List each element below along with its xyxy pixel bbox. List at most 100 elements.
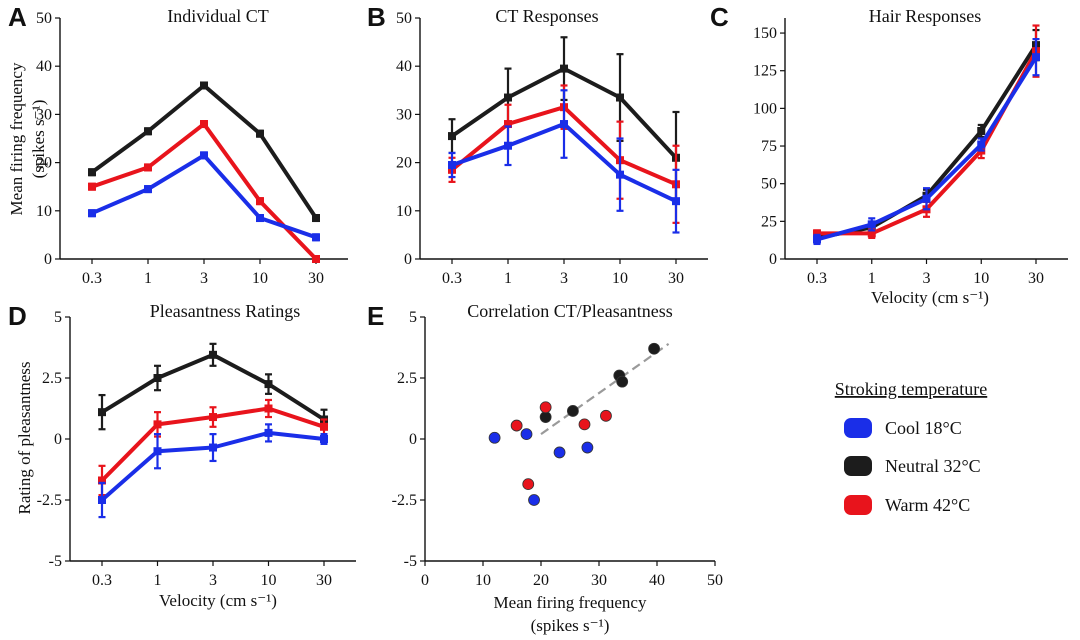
panel-b-series-cool-point	[504, 141, 512, 150]
panel-d-series-cool	[98, 423, 328, 519]
panel-d-series-neutral-point	[153, 374, 162, 382]
legend-swatch-neutral	[844, 456, 872, 476]
panel-b-series-neutral-point	[504, 93, 512, 102]
panel-d-xtick-label: 1	[154, 572, 162, 589]
panel-e-xtick-label: 30	[591, 572, 607, 589]
panel-a-series-neutral-point	[144, 127, 152, 136]
panel-d-ytick-label: 5	[54, 309, 62, 326]
panel-e-xtick-label: 10	[475, 572, 491, 589]
legend-swatch-warm	[844, 495, 872, 515]
panel-d-title: Pleasantness Ratings	[150, 301, 301, 321]
panel-c-ytick-label: 150	[753, 25, 777, 42]
panel-b: 0 10 20 30 40 50 0.3 1 3 10 30	[396, 10, 708, 287]
panel-d-xtick-label: 0.3	[92, 572, 112, 589]
panel-d-ytick-label: -5	[49, 553, 62, 570]
panel-c-series-cool-point	[1032, 53, 1040, 62]
panel-letter-e: E	[367, 301, 384, 331]
legend-title: Stroking temperature	[835, 379, 987, 399]
panel-letter-b: B	[367, 2, 386, 32]
panel-d: -5 -2.5 0 2.5 5 0.3 1 3 10 30	[37, 309, 356, 589]
panel-d-ylabel: Rating of pleasantness	[15, 362, 34, 515]
panel-c-series-cool-point	[922, 194, 931, 203]
panel-c-xtick-label: 30	[1028, 270, 1044, 287]
panel-a-series-warm	[88, 120, 320, 263]
panel-c-ytick-label: 25	[761, 213, 777, 230]
panel-c-series-neutral-point	[977, 126, 986, 135]
panel-a-xtick-label: 3	[200, 270, 208, 287]
panel-d-series-warm-point	[264, 404, 273, 413]
panel-e-series-neutral-point	[648, 342, 660, 355]
panel-d-xtick-label: 30	[316, 572, 332, 589]
panel-b-xtick-label: 0.3	[442, 270, 462, 287]
panel-d-series-cool-point	[153, 447, 162, 456]
panel-e-title: Correlation CT/Pleasantness	[467, 301, 672, 321]
panel-c-ytick-label: 75	[761, 138, 777, 155]
panel-a-xtick-label: 10	[252, 270, 268, 287]
panel-letter-a: A	[8, 2, 27, 32]
panel-d-series-warm-point	[320, 422, 328, 431]
panel-a-series-warm-point	[312, 255, 320, 263]
panel-b-ytick-label: 0	[404, 251, 412, 268]
panel-a-series-cool-point	[88, 209, 96, 218]
panel-b-title: CT Responses	[495, 6, 598, 26]
panel-c-ytick-label: 50	[761, 176, 777, 193]
panel-b-series-warm-point	[504, 120, 512, 129]
panel-a-ytick-label: 20	[36, 155, 52, 172]
panel-a-series-neutral-point	[312, 214, 320, 223]
panel-d-xlabel: Velocity (cm s⁻¹)	[159, 591, 277, 610]
panel-d-series-warm-point	[98, 476, 106, 485]
panel-a-series-cool-point	[256, 214, 264, 223]
panel-c-series-warm-point	[867, 229, 876, 238]
panel-a-ylabel-line1: Mean firing frequency	[7, 62, 26, 215]
panel-d-series-warm-point	[153, 420, 162, 429]
panel-a-series-cool	[88, 151, 320, 242]
panel-b-series-cool-point	[616, 170, 624, 179]
panel-c-ytick-label: 0	[769, 251, 777, 268]
panel-a-series-neutral-point	[200, 81, 208, 90]
panel-a-series-warm-point	[144, 163, 152, 172]
panel-c-ytick-label: 125	[753, 63, 777, 80]
panel-b-series-cool-point	[672, 197, 680, 206]
panel-a-ytick-label: 0	[44, 251, 52, 268]
panel-e-series-warm-point	[539, 401, 552, 414]
panel-d-series-cool-point	[209, 443, 217, 452]
panel-c-ytick-label: 100	[753, 100, 777, 117]
legend-swatch-cool	[844, 418, 872, 438]
panel-b-ytick-label: 10	[396, 203, 412, 220]
panel-a-title: Individual CT	[167, 6, 269, 26]
panel-b-series-neutral-point	[560, 64, 568, 73]
panel-e-xtick-label: 50	[707, 572, 723, 589]
panel-a-series-warm-point	[200, 120, 208, 129]
panel-a-series-cool-point	[144, 185, 152, 194]
panel-e-xtick-label: 40	[649, 572, 665, 589]
panel-d-xtick-label: 3	[209, 572, 217, 589]
panel-b-ytick-label: 20	[396, 155, 412, 172]
legend-label-cool: Cool 18°C	[885, 418, 962, 438]
panel-c-series-warm-point	[813, 229, 821, 238]
panel-b-series-cool-point	[448, 161, 456, 170]
panel-d-ytick-label: 0	[54, 431, 62, 448]
panel-d-ytick-label: -2.5	[37, 492, 62, 509]
panel-e-series-warm-point	[510, 419, 523, 432]
panel-e: -5-2.502.550 10 20 30 40 50	[392, 309, 723, 589]
panel-e-series-neutral-point	[567, 405, 579, 417]
panel-d-series-cool-point	[98, 496, 106, 504]
panel-e-series-neutral-point	[616, 375, 629, 388]
panel-a-xtick-label: 0.3	[82, 270, 102, 287]
panel-e-series-warm-point	[522, 478, 535, 491]
panel-b-ytick-label: 50	[396, 10, 412, 27]
panel-b-ytick-label: 30	[396, 106, 412, 123]
panel-b-ytick-label: 40	[396, 58, 412, 75]
panel-c-series-cool-point	[867, 220, 876, 229]
panel-letter-c: C	[710, 2, 729, 32]
panel-e-series-warm-point	[600, 409, 612, 422]
panel-c-xlabel: Velocity (cm s⁻¹)	[871, 288, 989, 307]
panel-a-xtick-label: 1	[144, 270, 152, 287]
panel-e-ytick-label: -5	[404, 553, 417, 570]
panel-e-series-cool-point	[528, 494, 540, 506]
panel-b-series-neutral-point	[448, 132, 456, 141]
legend-label-neutral: Neutral 32°C	[885, 456, 981, 476]
panel-e-trendline	[540, 342, 670, 436]
